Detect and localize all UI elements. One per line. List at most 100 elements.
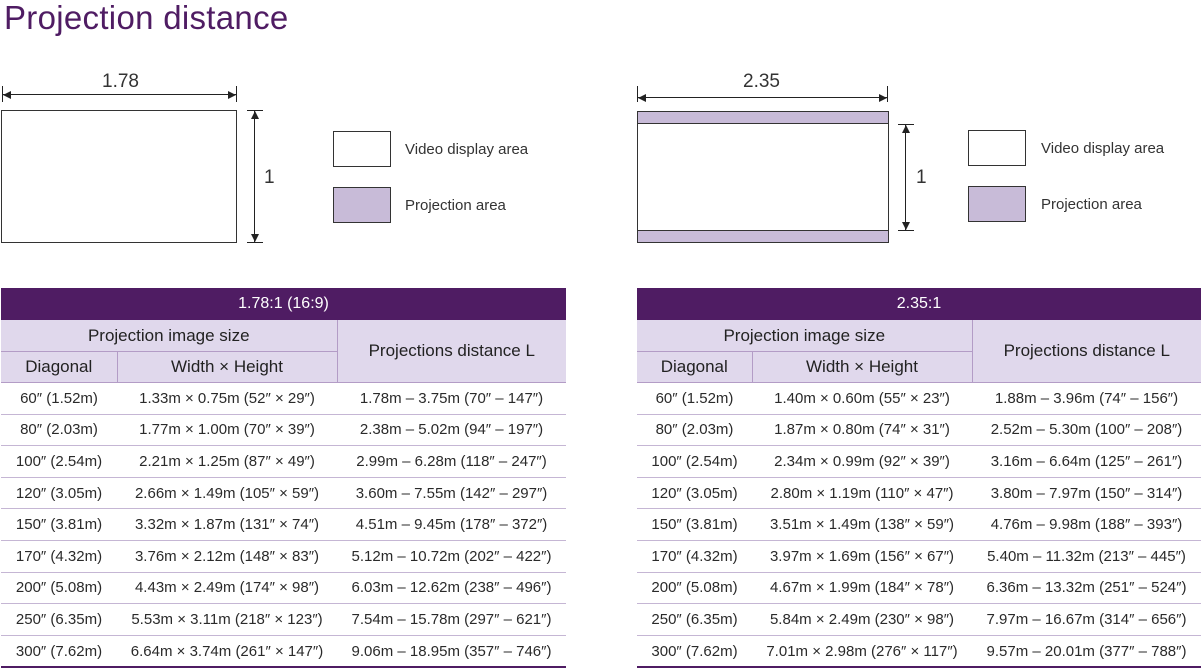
legend-label-projection: Projection area: [405, 197, 506, 214]
cell-size: 2.80m × 1.19m (110″ × 47″): [752, 477, 972, 510]
cell-distance: 1.78m – 3.75m (70″ – 147″): [337, 382, 567, 415]
group-header: Projection image size: [1, 320, 337, 352]
cell-size: 2.66m × 1.49m (105″ × 59″): [117, 477, 337, 510]
cell-size: 3.51m × 1.49m (138″ × 59″): [752, 508, 972, 541]
cell-distance: 2.99m – 6.28m (118″ – 247″): [337, 445, 567, 478]
table-row: 150″ (3.81m) 3.32m × 1.87m (131″ × 74″) 4.…: [1, 508, 567, 541]
table-row: 100″ (2.54m) 2.21m × 1.25m (87″ × 49″) 2.9…: [1, 445, 567, 478]
table-row: 80″ (2.03m) 1.87m × 0.80m (74″ × 31″) 2.52…: [637, 414, 1201, 447]
height-dimension-line: [905, 125, 906, 230]
cell-distance: 2.38m – 5.02m (94″ – 197″): [337, 414, 567, 447]
table-row: 200″ (5.08m) 4.43m × 2.49m (174″ × 98″) 6.…: [1, 572, 567, 605]
table-row: 150″ (3.81m) 3.51m × 1.49m (138″ × 59″) 4.…: [637, 508, 1201, 541]
height-tick-bottom: [898, 230, 914, 231]
cell-distance: 5.12m – 10.72m (202″ – 422″): [337, 540, 567, 573]
spec-table-178: 1.78:1 (16:9) Projection image size Proj…: [1, 288, 567, 668]
group-header: Projection image size: [637, 320, 972, 352]
cell-diagonal: 300″ (7.62m): [637, 635, 752, 668]
col-size-header: Width × Height: [116, 351, 337, 383]
table-row: 300″ (7.62m) 6.64m × 3.74m (261″ × 147″) 9…: [1, 635, 567, 668]
legend-swatch-projection: [333, 187, 391, 223]
col-distance-header: Projections distance L: [971, 320, 1201, 383]
cell-distance: 7.97m – 16.67m (314″ – 656″): [972, 603, 1201, 636]
cell-distance: 6.36m – 13.32m (251″ – 524″): [972, 572, 1201, 605]
table-row: 120″ (3.05m) 2.80m × 1.19m (110″ × 47″) 3.…: [637, 477, 1201, 510]
height-label: 1: [264, 167, 275, 188]
cell-distance: 9.57m – 20.01m (377″ – 788″): [972, 635, 1201, 668]
table-row: 60″ (1.52m) 1.33m × 0.75m (52″ × 29″) 1.78…: [1, 382, 567, 415]
ratio-header: 1.78:1 (16:9): [1, 288, 567, 320]
width-tick-right: [887, 86, 888, 102]
cell-size: 6.64m × 3.74m (261″ × 147″): [117, 635, 337, 668]
col-diagonal-header: Diagonal: [637, 351, 752, 383]
table-row: 80″ (2.03m) 1.77m × 1.00m (70″ × 39″) 2.38…: [1, 414, 567, 447]
arrow-up-icon: [251, 111, 259, 119]
cell-size: 2.34m × 0.99m (92″ × 39″): [752, 445, 972, 478]
cell-distance: 1.88m – 3.96m (74″ – 156″): [972, 382, 1201, 415]
ratio-header: 2.35:1: [637, 288, 1201, 320]
cell-diagonal: 60″ (1.52m): [1, 382, 117, 415]
cell-distance: 5.40m – 11.32m (213″ – 445″): [972, 540, 1201, 573]
cell-size: 5.53m × 3.11m (218″ × 123″): [117, 603, 337, 636]
table-row: 170″ (4.32m) 3.97m × 1.69m (156″ × 67″) 5.…: [637, 540, 1201, 573]
legend-label-video: Video display area: [1041, 140, 1165, 157]
table-row: 120″ (3.05m) 2.66m × 1.49m (105″ × 59″) 3.…: [1, 477, 567, 510]
cell-diagonal: 60″ (1.52m): [637, 382, 752, 415]
cell-diagonal: 200″ (5.08m): [1, 572, 117, 605]
legend-label-projection: Projection area: [1041, 196, 1142, 213]
arrow-right-icon: [879, 93, 887, 102]
diagram-235: 2.35 1 Video display area Projection are…: [0, 0, 1202, 260]
cell-diagonal: 300″ (7.62m): [1, 635, 117, 668]
arrow-left-icon: [3, 90, 11, 99]
cell-distance: 3.60m – 7.55m (142″ – 297″): [337, 477, 567, 510]
table-row: 200″ (5.08m) 4.67m × 1.99m (184″ × 78″) 6.…: [637, 572, 1201, 605]
cell-diagonal: 120″ (3.05m): [1, 477, 117, 510]
cell-diagonal: 200″ (5.08m): [637, 572, 752, 605]
cell-diagonal: 80″ (2.03m): [1, 414, 117, 447]
cell-diagonal: 250″ (6.35m): [637, 603, 752, 636]
cell-size: 2.21m × 1.25m (87″ × 49″): [117, 445, 337, 478]
col-distance-header: Projections distance L: [336, 320, 567, 383]
arrow-up-icon: [902, 125, 910, 133]
video-display-area-178: [1, 110, 237, 243]
cell-distance: 4.51m – 9.45m (178″ – 372″): [337, 508, 567, 541]
height-tick-bottom: [247, 242, 263, 243]
legend-swatch-video: [968, 130, 1026, 166]
width-tick-left: [637, 86, 638, 102]
arrow-down-icon: [251, 234, 259, 242]
arrow-right-icon: [228, 90, 236, 99]
video-display-area-235: [637, 123, 889, 231]
cell-diagonal: 80″ (2.03m): [637, 414, 752, 447]
width-label: 1.78: [102, 71, 139, 92]
cell-distance: 6.03m – 12.62m (238″ – 496″): [337, 572, 567, 605]
cell-distance: 7.54m – 15.78m (297″ – 621″): [337, 603, 567, 636]
width-tick-right: [236, 86, 237, 102]
table-row: 60″ (1.52m) 1.40m × 0.60m (55″ × 23″) 1.88…: [637, 382, 1201, 415]
cell-diagonal: 150″ (3.81m): [637, 508, 752, 541]
height-tick-top: [898, 124, 914, 125]
cell-size: 1.77m × 1.00m (70″ × 39″): [117, 414, 337, 447]
cell-diagonal: 170″ (4.32m): [637, 540, 752, 573]
cell-size: 3.97m × 1.69m (156″ × 67″): [752, 540, 972, 573]
arrow-left-icon: [638, 93, 646, 102]
diagram-178: 1.78 1 Video display area Projection are…: [0, 0, 560, 260]
table-body: 60″ (1.52m) 1.40m × 0.60m (55″ × 23″) 1.88…: [637, 382, 1201, 668]
cell-diagonal: 250″ (6.35m): [1, 603, 117, 636]
width-label: 2.35: [743, 71, 780, 92]
table-row: 100″ (2.54m) 2.34m × 0.99m (92″ × 39″) 3.1…: [637, 445, 1201, 478]
cell-diagonal: 100″ (2.54m): [1, 445, 117, 478]
width-dimension-line: [638, 97, 887, 98]
legend-label-video: Video display area: [405, 141, 529, 158]
table-row: 250″ (6.35m) 5.84m × 2.49m (230″ × 98″) 7.…: [637, 603, 1201, 636]
cell-size: 3.76m × 2.12m (148″ × 83″): [117, 540, 337, 573]
height-label: 1: [916, 167, 927, 188]
height-tick-top: [247, 110, 263, 111]
legend-swatch-projection: [968, 186, 1026, 222]
cell-size: 7.01m × 2.98m (276″ × 117″): [752, 635, 972, 668]
cell-size: 3.32m × 1.87m (131″ × 74″): [117, 508, 337, 541]
legend-swatch-video: [333, 131, 391, 167]
table-row: 300″ (7.62m) 7.01m × 2.98m (276″ × 117″) 9…: [637, 635, 1201, 668]
cell-diagonal: 150″ (3.81m): [1, 508, 117, 541]
width-dimension-line: [3, 94, 236, 95]
width-tick-left: [2, 86, 3, 102]
